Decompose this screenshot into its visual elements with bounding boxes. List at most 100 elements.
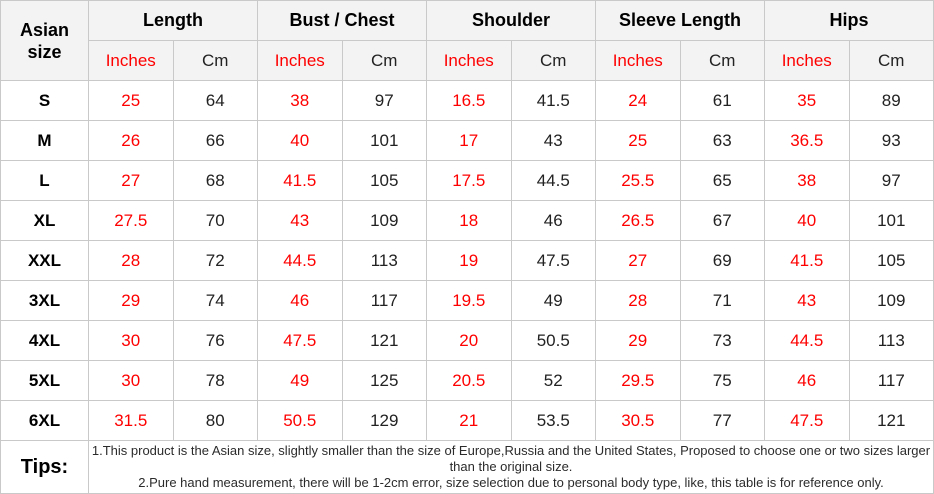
size-cell: 6XL [0,400,89,441]
value-cell: 121 [341,320,427,361]
corner-header-asian-size: Asian size [0,0,89,81]
value-cell: 47.5 [510,240,596,281]
value-cell: 109 [341,200,427,241]
unit-header-bust-cm: Cm [341,40,427,81]
value-cell: 97 [341,80,427,121]
value-cell: 44.5 [764,320,850,361]
value-cell: 36.5 [764,120,850,161]
value-cell: 27.5 [88,200,174,241]
table-row-5xl: 5XL 30 78 49 125 20.5 52 29.5 75 46 117 [0,360,934,401]
value-cell: 38 [257,80,343,121]
unit-header-hips-cm: Cm [848,40,934,81]
value-cell: 44.5 [510,160,596,201]
unit-header-sleeve-inches: Inches [595,40,681,81]
group-header-hips: Hips [764,0,934,41]
value-cell: 38 [764,160,850,201]
value-cell: 28 [595,280,681,321]
value-cell: 16.5 [426,80,512,121]
value-cell: 105 [341,160,427,201]
value-cell: 101 [341,120,427,161]
value-cell: 67 [679,200,765,241]
value-cell: 24 [595,80,681,121]
group-header-shoulder: Shoulder [426,0,596,41]
size-cell: XXL [0,240,89,281]
value-cell: 70 [172,200,258,241]
value-cell: 117 [848,360,934,401]
unit-header-row: Inches Cm Inches Cm Inches Cm Inches Cm … [1,40,934,81]
value-cell: 26.5 [595,200,681,241]
unit-header-length-cm: Cm [172,40,258,81]
tips-label: Tips: [0,440,89,494]
unit-header-sleeve-cm: Cm [679,40,765,81]
value-cell: 29 [88,280,174,321]
value-cell: 69 [679,240,765,281]
value-cell: 78 [172,360,258,401]
value-cell: 113 [341,240,427,281]
value-cell: 20 [426,320,512,361]
value-cell: 43 [510,120,596,161]
value-cell: 75 [679,360,765,401]
size-cell: 3XL [0,280,89,321]
value-cell: 28 [88,240,174,281]
value-cell: 18 [426,200,512,241]
value-cell: 25 [595,120,681,161]
value-cell: 47.5 [257,320,343,361]
value-cell: 63 [679,120,765,161]
value-cell: 65 [679,160,765,201]
value-cell: 41.5 [510,80,596,121]
value-cell: 43 [257,200,343,241]
value-cell: 30.5 [595,400,681,441]
value-cell: 50.5 [510,320,596,361]
value-cell: 125 [341,360,427,401]
unit-header-hips-inches: Inches [764,40,850,81]
value-cell: 25 [88,80,174,121]
tips-row: Tips: 1.This product is the Asian size, … [0,440,934,494]
value-cell: 50.5 [257,400,343,441]
unit-header-shoulder-inches: Inches [426,40,512,81]
value-cell: 113 [848,320,934,361]
value-cell: 71 [679,280,765,321]
value-cell: 89 [848,80,934,121]
value-cell: 101 [848,200,934,241]
unit-header-bust-inches: Inches [257,40,343,81]
value-cell: 97 [848,160,934,201]
value-cell: 68 [172,160,258,201]
group-header-bust-chest: Bust / Chest [257,0,427,41]
value-cell: 44.5 [257,240,343,281]
value-cell: 21 [426,400,512,441]
table-row-3xl: 3XL 29 74 46 117 19.5 49 28 71 43 109 [0,280,934,321]
value-cell: 40 [764,200,850,241]
value-cell: 73 [679,320,765,361]
value-cell: 17.5 [426,160,512,201]
value-cell: 30 [88,320,174,361]
value-cell: 47.5 [764,400,850,441]
value-cell: 49 [510,280,596,321]
tips-text: 1.This product is the Asian size, slight… [88,440,934,494]
value-cell: 74 [172,280,258,321]
unit-header-shoulder-cm: Cm [510,40,596,81]
value-cell: 29.5 [595,360,681,401]
table-row-m: M 26 66 40 101 17 43 25 63 36.5 93 [0,120,934,161]
table-row-xl: XL 27.5 70 43 109 18 46 26.5 67 40 101 [0,200,934,241]
value-cell: 53.5 [510,400,596,441]
size-cell: M [0,120,89,161]
value-cell: 30 [88,360,174,401]
tips-line-1: 1.This product is the Asian size, slight… [91,443,931,474]
value-cell: 93 [848,120,934,161]
table-row-6xl: 6XL 31.5 80 50.5 129 21 53.5 30.5 77 47.… [0,400,934,441]
value-cell: 76 [172,320,258,361]
table-row-l: L 27 68 41.5 105 17.5 44.5 25.5 65 38 97 [0,160,934,201]
value-cell: 61 [679,80,765,121]
value-cell: 41.5 [764,240,850,281]
value-cell: 121 [848,400,934,441]
value-cell: 46 [510,200,596,241]
value-cell: 64 [172,80,258,121]
value-cell: 25.5 [595,160,681,201]
value-cell: 80 [172,400,258,441]
table-row-s: S 25 64 38 97 16.5 41.5 24 61 35 89 [0,80,934,121]
value-cell: 49 [257,360,343,401]
value-cell: 26 [88,120,174,161]
table-row-4xl: 4XL 30 76 47.5 121 20 50.5 29 73 44.5 11… [0,320,934,361]
value-cell: 129 [341,400,427,441]
